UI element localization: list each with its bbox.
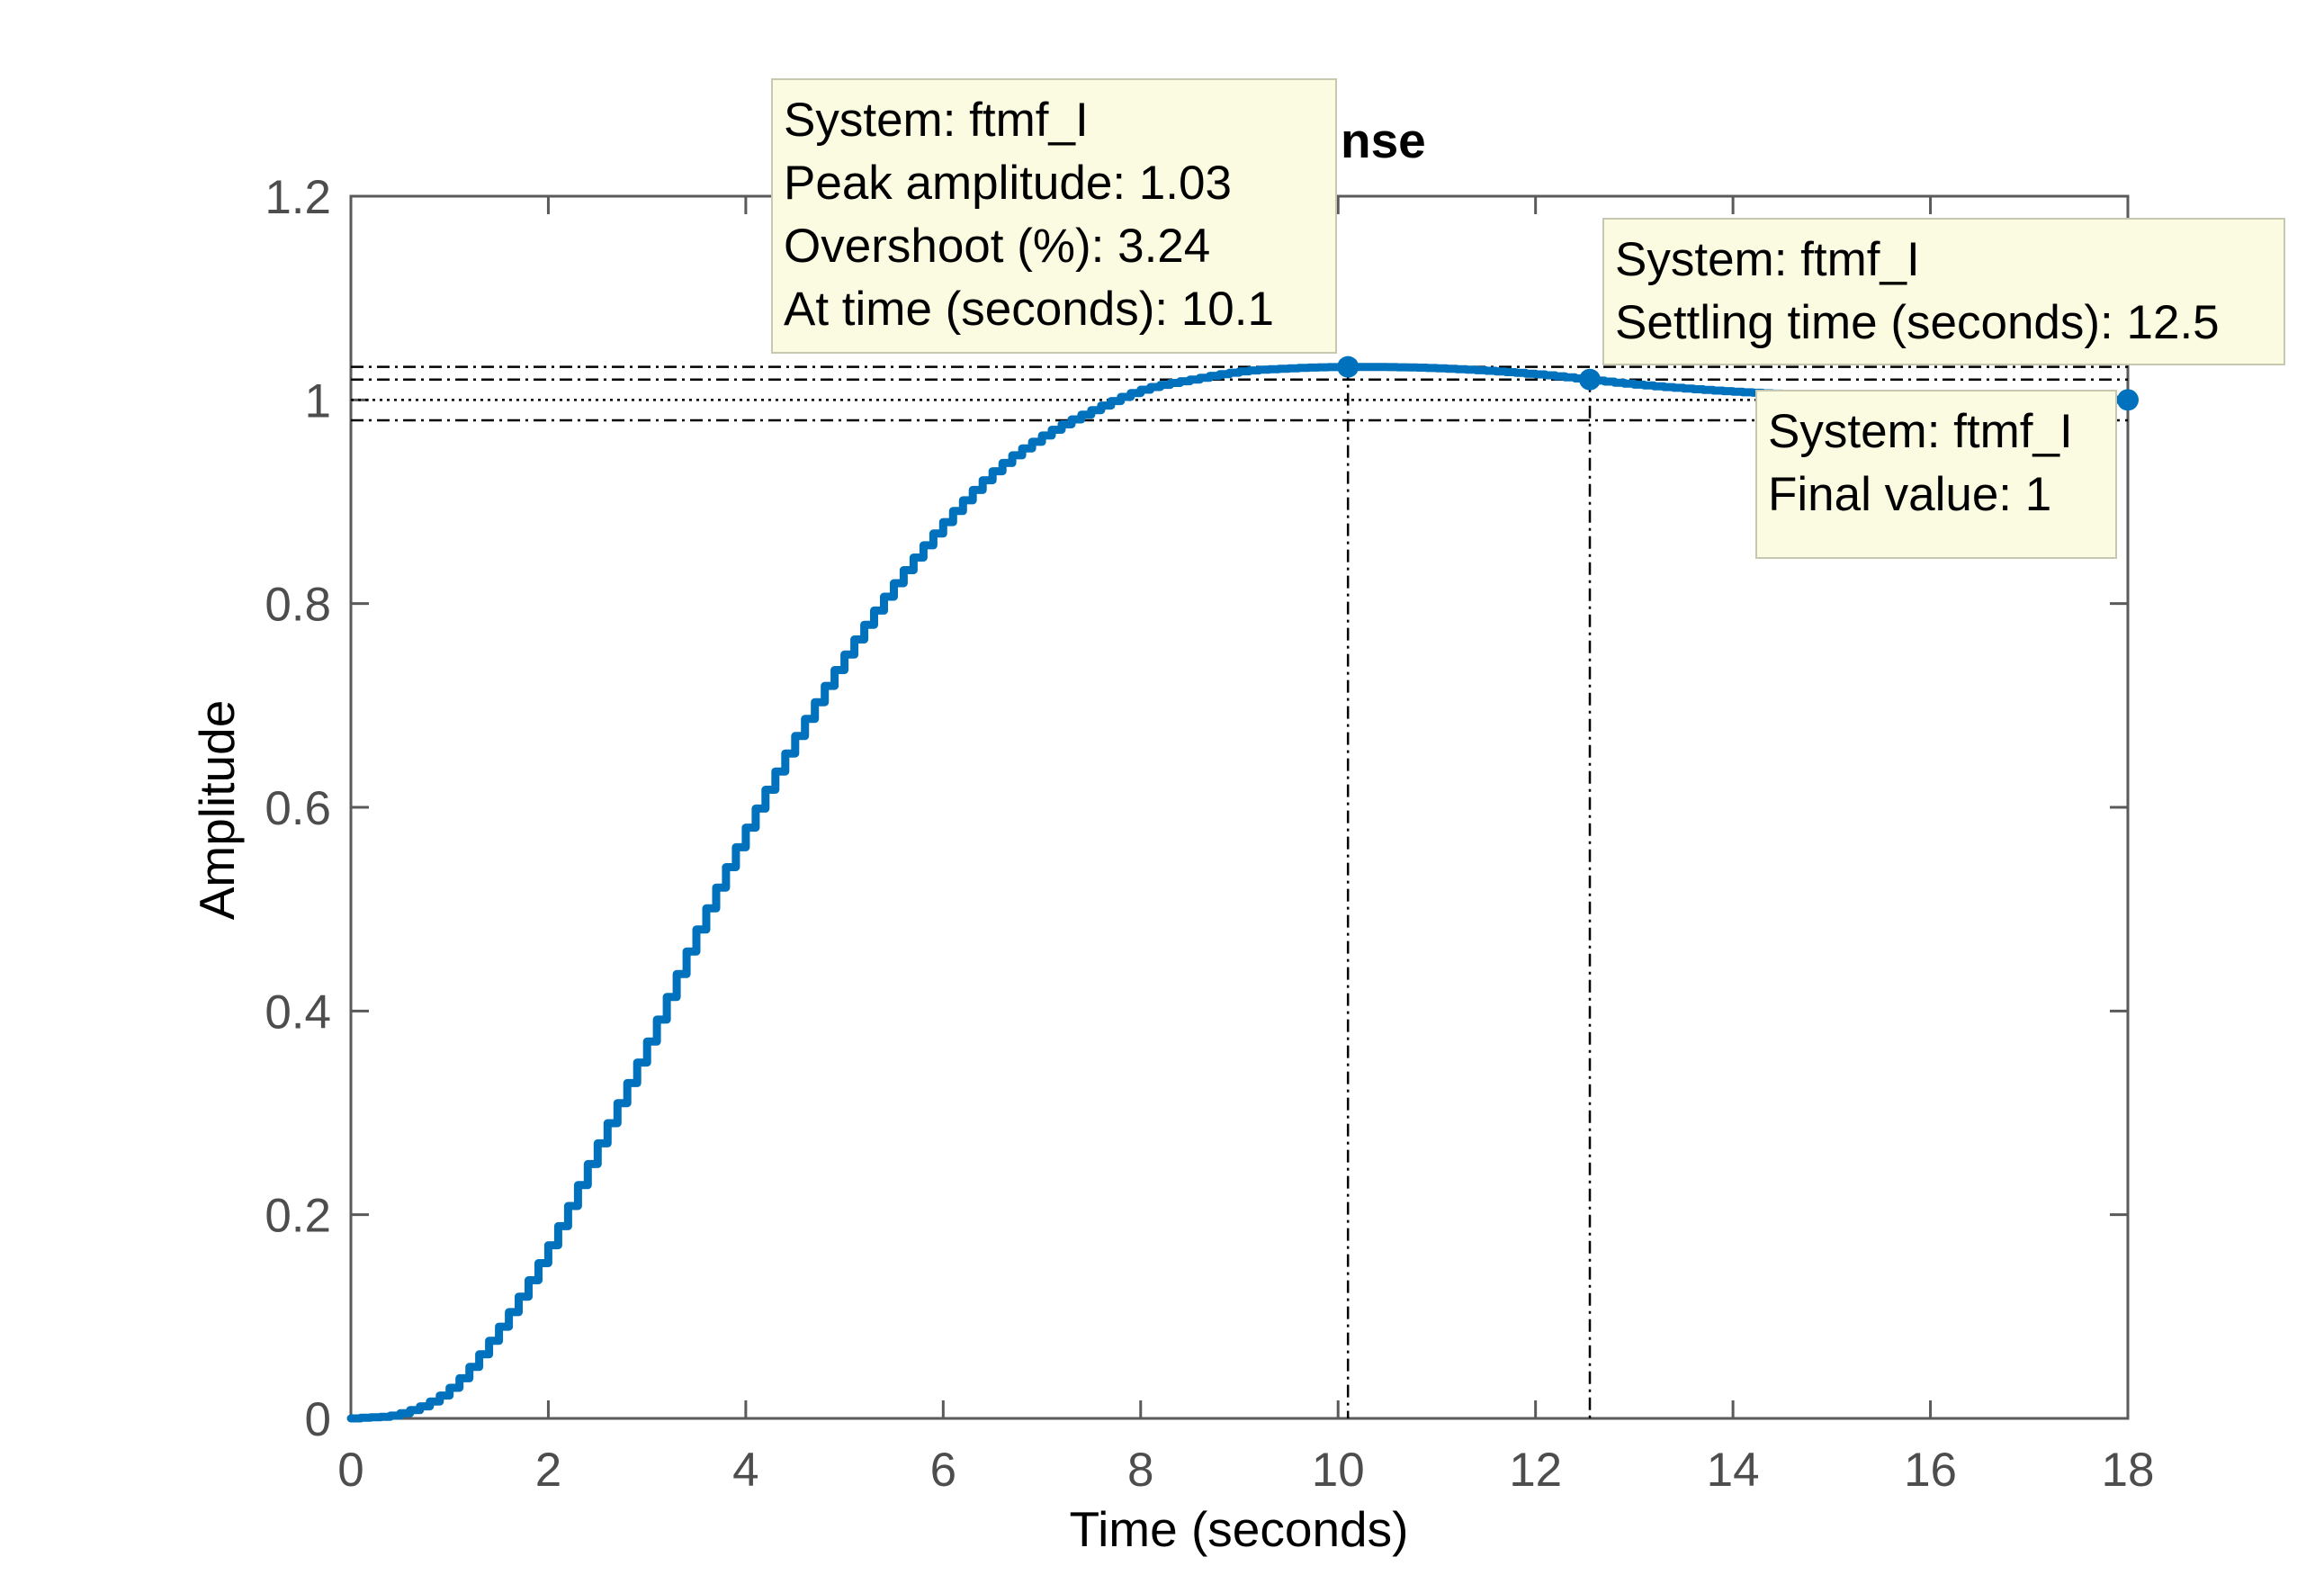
peak-tip-line: At time (seconds): 10.1 <box>784 283 1274 336</box>
peak-tip-line: Overshoot (%): 3.24 <box>784 220 1210 273</box>
x-tick-label: 12 <box>1509 1444 1562 1497</box>
settling-tip: System: ftmf_I Settling time (seconds): 1… <box>1602 218 2285 365</box>
settling-tip-line: Settling time (seconds): 12.5 <box>1615 296 2220 349</box>
x-tick-label: 8 <box>1127 1444 1153 1497</box>
final-tip-box <box>1755 390 2117 559</box>
y-tick-label: 1 <box>305 374 331 428</box>
final-tip: System: ftmf_I Final value: 1 <box>1755 390 2117 559</box>
x-tick-label: 18 <box>2102 1444 2155 1497</box>
x-tick-label: 6 <box>930 1444 956 1497</box>
settling-marker[interactable] <box>1579 368 1602 391</box>
peak-tip-box <box>771 78 1337 354</box>
peak-tip-line: System: ftmf_I <box>784 94 1089 147</box>
annotations-layer: System: ftmf_I Peak amplitude: 1.03 Oversh… <box>771 78 2285 559</box>
y-tick-label: 0 <box>305 1393 331 1446</box>
x-tick-label: 2 <box>535 1444 561 1497</box>
x-tick-label: 10 <box>1312 1444 1365 1497</box>
peak-tip: System: ftmf_I Peak amplitude: 1.03 Oversh… <box>771 78 1337 354</box>
final-tip-line: System: ftmf_I <box>1768 405 2073 458</box>
settling-tip-box <box>1602 218 2285 365</box>
x-tick-label: 4 <box>732 1444 758 1497</box>
y-tick-label: 1.2 <box>265 171 331 224</box>
y-tick-label: 0.2 <box>265 1190 331 1243</box>
tick-labels: 0 2 4 6 8 10 12 14 16 18 0 0.2 0.4 0.6 0.8 1 1.2 <box>265 171 2154 1497</box>
peak-tip-line: Peak amplitude: 1.03 <box>784 157 1232 210</box>
final-tip-line: Final value: 1 <box>1768 468 2051 521</box>
peak-marker[interactable] <box>1337 356 1359 378</box>
plot-area <box>346 194 2139 1423</box>
x-tick-label: 16 <box>1904 1444 1957 1497</box>
y-axis-title: Amplitude <box>189 700 245 921</box>
x-tick-label: 14 <box>1707 1444 1760 1497</box>
x-tick-label: 0 <box>337 1444 363 1497</box>
chart-title: nse <box>1341 112 1426 168</box>
markers-layer <box>1337 356 2139 411</box>
x-axis-title: Time (seconds) <box>1070 1501 1409 1557</box>
final-marker[interactable] <box>2117 389 2139 411</box>
y-tick-label: 0.6 <box>265 782 331 835</box>
y-tick-label: 0.4 <box>265 986 331 1039</box>
settling-tip-line: System: ftmf_I <box>1615 233 1920 286</box>
y-tick-label: 0.8 <box>265 579 331 632</box>
